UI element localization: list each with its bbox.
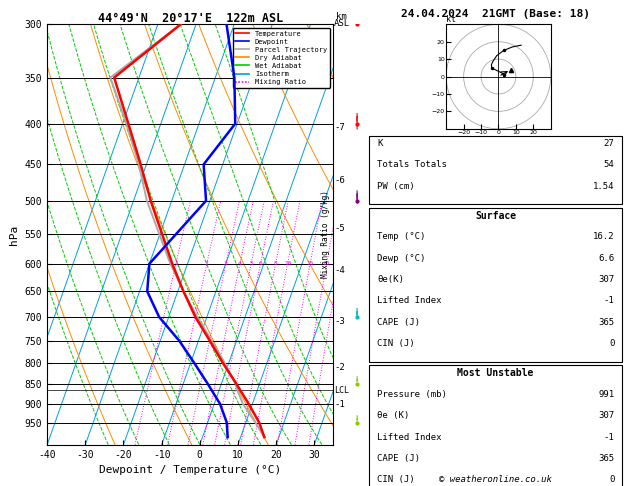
Y-axis label: hPa: hPa [9,225,19,244]
Text: 307: 307 [598,411,615,420]
Text: km: km [336,12,347,21]
Text: 2: 2 [205,261,209,266]
Text: 0: 0 [609,475,615,485]
Text: 1: 1 [174,261,178,266]
Text: 6.6: 6.6 [598,254,615,263]
Text: Most Unstable: Most Unstable [457,368,534,379]
Text: -7: -7 [334,123,345,133]
Text: -3: -3 [334,317,345,327]
Text: -1: -1 [604,433,615,442]
Text: 44°49'N  20°17'E  122m ASL: 44°49'N 20°17'E 122m ASL [97,12,283,25]
Text: Lifted Index: Lifted Index [377,296,442,306]
Text: CIN (J): CIN (J) [377,475,415,485]
Text: -1: -1 [334,400,345,410]
Text: -5: -5 [334,224,345,233]
Text: 20: 20 [323,261,330,266]
Text: 6: 6 [259,261,262,266]
Text: Dewp (°C): Dewp (°C) [377,254,425,263]
Text: 10: 10 [284,261,291,266]
Text: 0: 0 [609,339,615,348]
Text: ASL: ASL [333,19,350,29]
Text: 1.54: 1.54 [593,182,615,191]
Bar [369,365,622,486]
Bar [369,136,622,204]
Text: θe(K): θe(K) [377,275,404,284]
Text: Temp (°C): Temp (°C) [377,232,425,242]
Bar [369,208,622,362]
Text: K: K [377,139,382,148]
Text: 307: 307 [598,275,615,284]
Text: -1: -1 [604,296,615,306]
Text: © weatheronline.co.uk: © weatheronline.co.uk [439,474,552,484]
Text: 365: 365 [598,318,615,327]
Text: 3: 3 [224,261,228,266]
Text: 54: 54 [604,160,615,170]
Text: Totals Totals: Totals Totals [377,160,447,170]
Text: kt: kt [446,15,456,24]
X-axis label: Dewpoint / Temperature (°C): Dewpoint / Temperature (°C) [99,465,281,475]
Text: CAPE (J): CAPE (J) [377,454,420,463]
Text: Pressure (mb): Pressure (mb) [377,390,447,399]
Text: 4: 4 [238,261,242,266]
Text: CIN (J): CIN (J) [377,339,415,348]
Text: Lifted Index: Lifted Index [377,433,442,442]
Text: Mixing Ratio (g/kg): Mixing Ratio (g/kg) [321,191,330,278]
Text: 24.04.2024  21GMT (Base: 18): 24.04.2024 21GMT (Base: 18) [401,9,590,19]
Text: 27: 27 [604,139,615,148]
Text: -2: -2 [334,363,345,372]
Text: LCL: LCL [334,385,349,395]
Legend: Temperature, Dewpoint, Parcel Trajectory, Dry Adiabat, Wet Adiabat, Isotherm, Mi: Temperature, Dewpoint, Parcel Trajectory… [233,28,330,88]
Text: 16.2: 16.2 [593,232,615,242]
Text: 15: 15 [306,261,314,266]
Text: CAPE (J): CAPE (J) [377,318,420,327]
Text: 8: 8 [274,261,277,266]
Text: PW (cm): PW (cm) [377,182,415,191]
Text: 5: 5 [249,261,253,266]
Text: θe (K): θe (K) [377,411,409,420]
Text: -4: -4 [334,266,345,275]
Text: Surface: Surface [475,211,516,221]
Text: -6: -6 [334,176,345,185]
Text: 365: 365 [598,454,615,463]
Text: 991: 991 [598,390,615,399]
